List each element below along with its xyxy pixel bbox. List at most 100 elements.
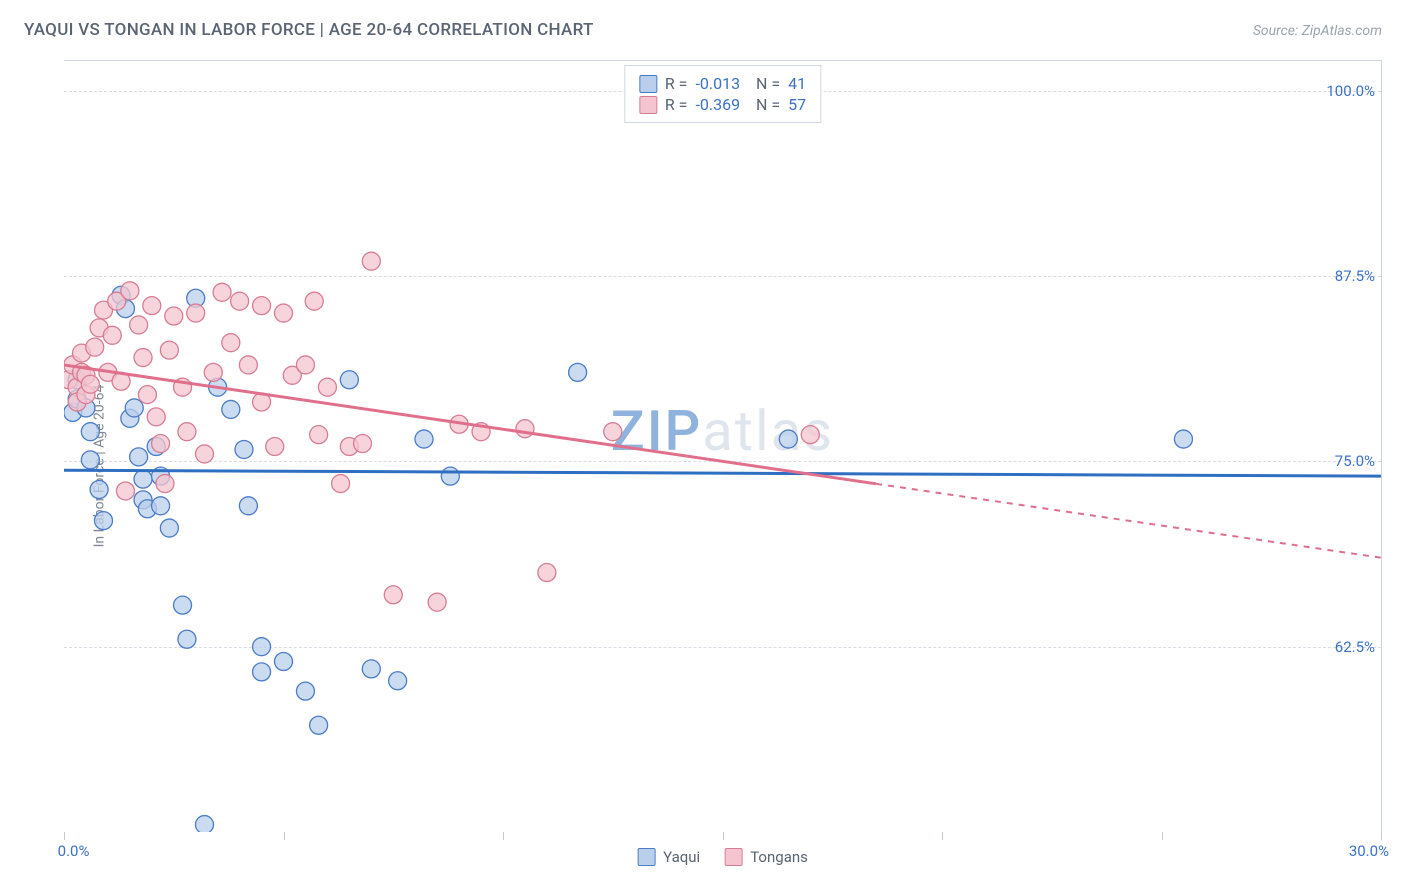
x-tick	[723, 832, 724, 840]
scatter-point-pink	[604, 423, 622, 441]
scatter-point-pink	[195, 445, 213, 463]
scatter-point-pink	[213, 283, 231, 301]
scatter-point-blue	[441, 467, 459, 485]
x-tick	[1162, 832, 1163, 840]
scatter-point-pink	[253, 297, 271, 315]
scatter-point-pink	[121, 282, 139, 300]
scatter-point-blue	[253, 663, 271, 681]
scatter-point-blue	[340, 371, 358, 389]
legend-label-yaqui: Yaqui	[663, 848, 700, 866]
scatter-point-pink	[384, 586, 402, 604]
scatter-point-pink	[130, 316, 148, 334]
scatter-point-pink	[103, 326, 121, 344]
scatter-point-blue	[235, 440, 253, 458]
scatter-point-pink	[332, 475, 350, 493]
scatter-point-blue	[296, 682, 314, 700]
scatter-point-pink	[138, 386, 156, 404]
legend-item-tongans: Tongans	[724, 848, 808, 866]
x-tick	[503, 832, 504, 840]
scatter-point-pink	[160, 341, 178, 359]
scatter-point-pink	[275, 304, 293, 322]
swatch-blue-icon	[639, 75, 657, 93]
swatch-blue-icon	[637, 848, 655, 866]
scatter-point-pink	[231, 292, 249, 310]
scatter-point-pink	[296, 356, 314, 374]
scatter-point-pink	[222, 334, 240, 352]
scatter-point-pink	[116, 482, 134, 500]
scatter-point-blue	[160, 519, 178, 537]
corr-row-tongans: R = -0.369 N = 57	[639, 95, 806, 114]
scatter-point-blue	[275, 652, 293, 670]
scatter-point-blue	[81, 451, 99, 469]
corr-r-tongans: -0.369	[695, 95, 740, 114]
scatter-point-pink	[143, 297, 161, 315]
scatter-point-blue	[195, 816, 213, 832]
scatter-point-pink	[305, 292, 323, 310]
trend-line-blue	[64, 470, 1381, 476]
bottom-legend: Yaqui Tongans	[637, 848, 808, 866]
scatter-point-blue	[125, 399, 143, 417]
scatter-point-blue	[253, 638, 271, 656]
corr-row-yaqui: R = -0.013 N = 41	[639, 74, 806, 93]
corr-r-label: R =	[665, 95, 688, 114]
corr-n-label: N =	[748, 95, 780, 114]
scatter-point-pink	[801, 426, 819, 444]
scatter-point-pink	[147, 408, 165, 426]
scatter-point-blue	[569, 363, 587, 381]
chart-container: In Labor Force | Age 20-64 R = -0.013 N …	[24, 60, 1382, 872]
scatter-point-pink	[354, 435, 372, 453]
scatter-point-pink	[152, 435, 170, 453]
scatter-point-blue	[134, 470, 152, 488]
scatter-point-blue	[152, 497, 170, 515]
scatter-point-pink	[318, 378, 336, 396]
scatter-point-blue	[779, 430, 797, 448]
scatter-point-pink	[239, 356, 257, 374]
corr-n-yaqui: 41	[788, 74, 806, 93]
scatter-point-pink	[516, 420, 534, 438]
scatter-point-blue	[222, 400, 240, 418]
scatter-point-pink	[310, 426, 328, 444]
scatter-point-blue	[362, 660, 380, 678]
corr-r-yaqui: -0.013	[695, 74, 740, 93]
scatter-point-pink	[156, 475, 174, 493]
legend-label-tongans: Tongans	[750, 848, 808, 866]
correlation-legend: R = -0.013 N = 41 R = -0.369 N = 57	[624, 65, 821, 123]
scatter-point-pink	[538, 564, 556, 582]
scatter-point-blue	[174, 596, 192, 614]
corr-r-label: R =	[665, 74, 688, 93]
swatch-pink-icon	[639, 96, 657, 114]
x-tick	[64, 832, 65, 840]
x-axis-max-label: 30.0%	[1349, 842, 1389, 860]
x-tick	[942, 832, 943, 840]
scatter-point-pink	[187, 304, 205, 322]
scatter-point-blue	[415, 430, 433, 448]
scatter-point-pink	[266, 438, 284, 456]
x-tick	[284, 832, 285, 840]
scatter-point-blue	[178, 630, 196, 648]
scatter-point-pink	[204, 363, 222, 381]
legend-item-yaqui: Yaqui	[637, 848, 700, 866]
scatter-point-blue	[95, 512, 113, 530]
chart-title: YAQUI VS TONGAN IN LABOR FORCE | AGE 20-…	[24, 20, 594, 40]
scatter-point-blue	[130, 448, 148, 466]
x-axis-min-label: 0.0%	[58, 842, 90, 860]
x-tick	[1381, 832, 1382, 840]
scatter-point-pink	[81, 375, 99, 393]
scatter-point-blue	[239, 497, 257, 515]
scatter-point-blue	[389, 672, 407, 690]
scatter-point-blue	[81, 423, 99, 441]
scatter-svg	[64, 61, 1381, 832]
corr-n-tongans: 57	[788, 95, 806, 114]
scatter-point-pink	[362, 252, 380, 270]
scatter-point-pink	[86, 338, 104, 356]
scatter-point-blue	[310, 716, 328, 734]
scatter-point-pink	[165, 307, 183, 325]
scatter-point-pink	[178, 423, 196, 441]
swatch-pink-icon	[724, 848, 742, 866]
trend-line-dashed-pink	[876, 484, 1381, 558]
plot-area: R = -0.013 N = 41 R = -0.369 N = 57 ZIPa…	[64, 60, 1382, 832]
chart-source: Source: ZipAtlas.com	[1253, 23, 1382, 39]
scatter-point-pink	[428, 593, 446, 611]
scatter-point-blue	[1174, 430, 1192, 448]
scatter-point-pink	[134, 349, 152, 367]
